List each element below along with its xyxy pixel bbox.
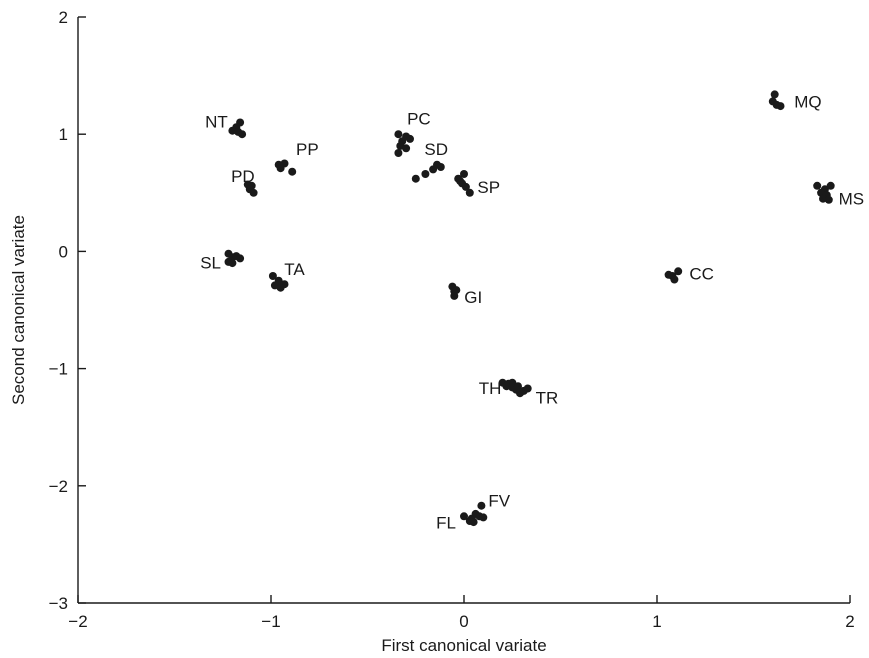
group-label-tr: TR	[536, 388, 559, 407]
x-axis-title: First canonical variate	[381, 636, 546, 655]
group-label-gi: GI	[464, 288, 482, 307]
data-point-sl	[236, 254, 245, 263]
group-label-fv: FV	[488, 491, 510, 510]
x-tick-label: −2	[68, 612, 87, 631]
data-point-sp	[460, 170, 468, 178]
data-point-sp	[465, 188, 474, 197]
group-label-sl: SL	[200, 253, 221, 272]
data-point-mq	[776, 102, 785, 111]
data-point-pp	[288, 167, 297, 176]
data-point-pd	[249, 188, 258, 197]
y-tick-label: −3	[49, 594, 68, 613]
data-point-fl	[460, 512, 468, 521]
data-point-sd	[421, 170, 430, 178]
data-point-fv	[477, 501, 486, 510]
data-point-pc	[394, 149, 403, 157]
data-point-sl	[228, 259, 237, 268]
data-point-sp	[456, 177, 465, 186]
y-tick-label: 2	[59, 8, 68, 27]
data-point-sd	[411, 174, 420, 183]
y-tick-label: 0	[59, 242, 68, 261]
y-tick-label: 1	[59, 125, 68, 144]
group-label-pp: PP	[296, 140, 319, 159]
data-point-sp	[461, 182, 470, 191]
data-point-ms	[824, 195, 833, 204]
data-point-pc	[402, 144, 411, 153]
group-label-fl: FL	[436, 513, 456, 532]
group-label-sp: SP	[477, 178, 500, 197]
data-point-tr	[512, 385, 521, 394]
group-label-cc: CC	[689, 264, 714, 283]
y-axis-ticks: −3 −2 −1 0 1 2	[49, 8, 86, 613]
data-point-cc	[674, 267, 683, 276]
data-point-tr	[523, 384, 532, 393]
group-label-nt: NT	[205, 112, 228, 131]
data-point-mq	[770, 90, 779, 99]
group-label-ms: MS	[839, 190, 865, 209]
data-point-cc	[670, 275, 679, 284]
data-point-sd	[436, 163, 445, 171]
x-tick-label: 0	[459, 612, 468, 631]
data-point-pc	[394, 130, 403, 139]
data-point-nt	[238, 130, 247, 139]
x-tick-label: 2	[845, 612, 854, 631]
group-label-pd: PD	[231, 167, 255, 186]
group-label-mq: MQ	[794, 93, 821, 112]
group-label-ta: TA	[284, 260, 305, 279]
data-point-ms	[826, 181, 835, 190]
data-points	[224, 90, 835, 527]
data-point-fv	[465, 517, 474, 525]
data-point-gi	[450, 291, 459, 300]
group-label-sd: SD	[424, 140, 448, 159]
data-point-ta	[268, 272, 277, 280]
x-axis-ticks: −2 −1 0 1 2	[68, 595, 855, 631]
x-tick-label: −1	[261, 612, 280, 631]
group-labels: NT PP PD PC SD SP MQ MS SL TA GI CC TH TR FL FV	[200, 93, 864, 533]
data-point-ms	[813, 181, 822, 190]
group-label-pc: PC	[407, 110, 431, 129]
data-point-fv	[479, 513, 488, 522]
group-label-th: TH	[479, 379, 502, 398]
x-tick-label: 1	[652, 612, 661, 631]
y-tick-label: −2	[49, 477, 68, 496]
data-point-ta	[276, 283, 285, 292]
data-point-cc	[664, 270, 673, 279]
data-point-pc	[406, 134, 414, 143]
y-tick-label: −1	[49, 360, 68, 379]
data-point-pp	[276, 164, 285, 173]
y-axis-title: Second canonical variate	[9, 215, 28, 405]
